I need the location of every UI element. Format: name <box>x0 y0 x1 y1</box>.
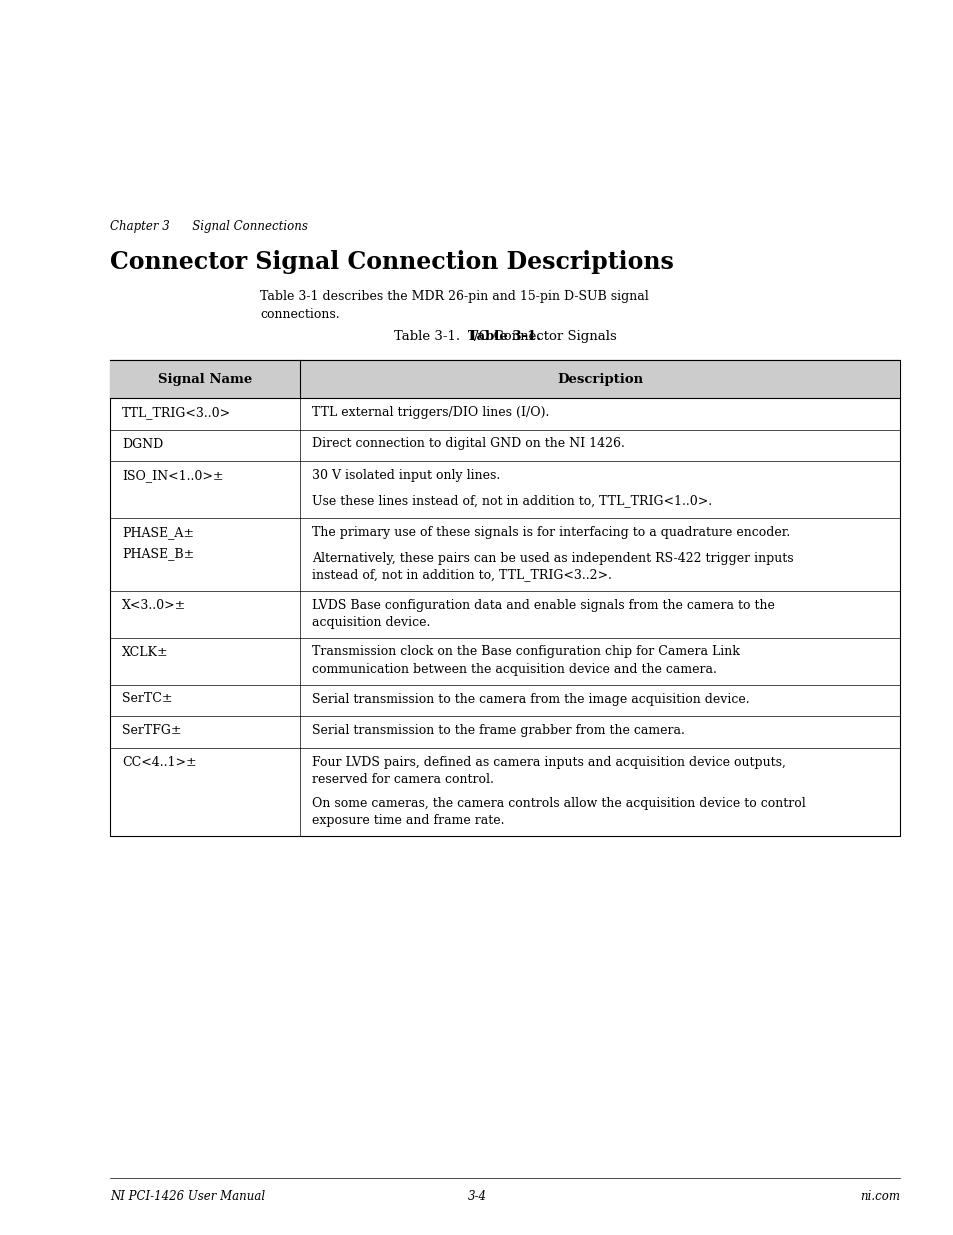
Text: Use these lines instead of, not in addition to, TTL_TRIG<1..0>.: Use these lines instead of, not in addit… <box>312 494 711 508</box>
Bar <box>110 359 899 836</box>
Text: DGND: DGND <box>122 437 163 451</box>
Text: Serial transmission to the frame grabber from the camera.: Serial transmission to the frame grabber… <box>312 724 684 737</box>
Text: Chapter 3      Signal Connections: Chapter 3 Signal Connections <box>110 220 308 233</box>
Text: NI PCI-1426 User Manual: NI PCI-1426 User Manual <box>110 1191 265 1203</box>
Text: Direct connection to digital GND on the NI 1426.: Direct connection to digital GND on the … <box>312 437 624 451</box>
Text: The primary use of these signals is for interfacing to a quadrature encoder.: The primary use of these signals is for … <box>312 526 789 538</box>
Text: XCLK±: XCLK± <box>122 646 169 658</box>
Text: PHASE_A±
PHASE_B±: PHASE_A± PHASE_B± <box>122 526 194 559</box>
Text: TTL external triggers/DIO lines (I/O).: TTL external triggers/DIO lines (I/O). <box>312 406 549 419</box>
Text: ISO_IN<1..0>±: ISO_IN<1..0>± <box>122 469 223 482</box>
Text: ni.com: ni.com <box>859 1191 899 1203</box>
Text: Connector Signal Connection Descriptions: Connector Signal Connection Descriptions <box>110 249 673 274</box>
Text: Four LVDS pairs, defined as camera inputs and acquisition device outputs,
reserv: Four LVDS pairs, defined as camera input… <box>312 756 785 785</box>
Text: Table 3-1 describes the MDR 26-pin and 15-pin D-SUB signal
connections.: Table 3-1 describes the MDR 26-pin and 1… <box>260 290 648 321</box>
Text: Table 3-1.: Table 3-1. <box>468 330 541 343</box>
Text: Alternatively, these pairs can be used as independent RS-422 trigger inputs
inst: Alternatively, these pairs can be used a… <box>312 552 793 582</box>
Text: X<3..0>±: X<3..0>± <box>122 599 186 611</box>
Text: Description: Description <box>557 373 642 385</box>
Text: Serial transmission to the camera from the image acquisition device.: Serial transmission to the camera from t… <box>312 693 749 705</box>
Text: Transmission clock on the Base configuration chip for Camera Link
communication : Transmission clock on the Base configura… <box>312 646 740 676</box>
Bar <box>110 359 899 398</box>
Text: Signal Name: Signal Name <box>157 373 252 385</box>
Text: SerTC±: SerTC± <box>122 693 172 705</box>
Text: Table 3-1.  I/O Connector Signals: Table 3-1. I/O Connector Signals <box>394 330 616 343</box>
Text: CC<4..1>±: CC<4..1>± <box>122 756 196 768</box>
Text: 30 V isolated input only lines.: 30 V isolated input only lines. <box>312 469 499 482</box>
Text: On some cameras, the camera controls allow the acquisition device to control
exp: On some cameras, the camera controls all… <box>312 797 805 826</box>
Text: SerTFG±: SerTFG± <box>122 724 181 737</box>
Text: 3-4: 3-4 <box>467 1191 486 1203</box>
Text: LVDS Base configuration data and enable signals from the camera to the
acquisiti: LVDS Base configuration data and enable … <box>312 599 774 629</box>
Text: TTL_TRIG<3..0>: TTL_TRIG<3..0> <box>122 406 231 419</box>
